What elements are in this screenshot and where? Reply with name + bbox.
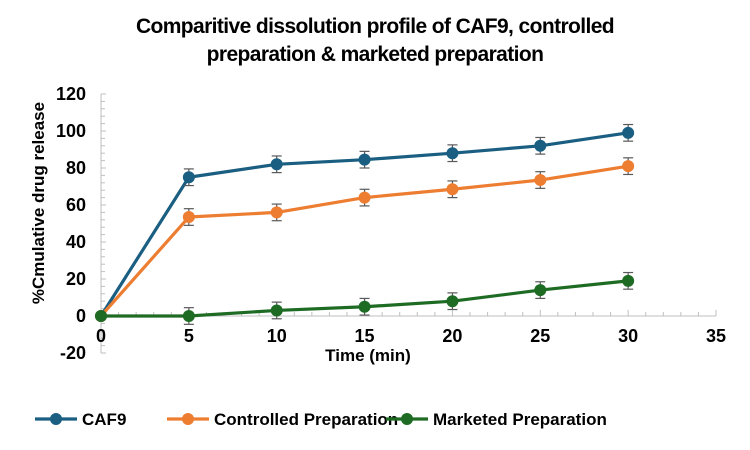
legend-point-marker <box>401 413 413 425</box>
y-axis-title: %Cmulative drug release <box>29 102 48 304</box>
chart-title: Comparitive dissolution profile of CAF9,… <box>0 13 750 69</box>
axes: -20 0 20 40 60 80 100 120 0 5 10 15 20 25 30 35 <box>56 84 726 363</box>
data-point <box>95 310 107 322</box>
y-tick-label: 0 <box>76 306 86 326</box>
legend-label: CAF9 <box>82 410 126 429</box>
y-tick-label: 80 <box>66 158 86 178</box>
x-tick-label: 5 <box>184 326 194 346</box>
y-tick-label: 100 <box>56 121 86 141</box>
data-point <box>182 211 195 224</box>
y-tick-label: 120 <box>56 84 86 104</box>
data-point <box>182 310 195 322</box>
x-tick-label: 0 <box>96 326 106 346</box>
x-tick-label: 20 <box>442 326 462 346</box>
data-point <box>534 284 547 297</box>
x-tick-label: 10 <box>267 326 287 346</box>
data-point <box>622 160 635 173</box>
data-point <box>270 158 283 171</box>
legend-item: CAF9 <box>35 410 126 429</box>
data-point <box>534 174 547 187</box>
data-point <box>622 274 635 287</box>
series-caf9 <box>95 123 635 322</box>
legend-point-marker <box>182 413 194 425</box>
chart-title-line-1: Comparitive dissolution profile of CAF9,… <box>135 15 615 38</box>
data-point <box>534 139 547 152</box>
data-point <box>446 183 459 196</box>
series-marketed-preparation <box>95 271 635 325</box>
data-point <box>446 147 459 160</box>
y-tick-label: 20 <box>66 269 86 289</box>
chart-title-line-2: preparation & marketed preparation <box>206 43 544 66</box>
data-point <box>446 295 459 308</box>
x-tick-label: 30 <box>618 326 638 346</box>
series-layer <box>95 123 635 325</box>
data-point <box>358 153 371 166</box>
x-tick-label: 35 <box>706 326 726 346</box>
data-point <box>270 304 283 317</box>
x-axis-title: Time (min) <box>325 346 411 365</box>
y-tick-label: -20 <box>60 343 86 363</box>
x-tick-label: 25 <box>530 326 550 346</box>
y-tick-label: 40 <box>66 232 86 252</box>
legend-item: Controlled Preparation <box>167 410 398 429</box>
series-controlled-preparation <box>95 157 635 322</box>
data-point <box>270 206 283 219</box>
data-point <box>358 300 371 313</box>
legend-label: Controlled Preparation <box>214 410 398 429</box>
y-tick-label: 60 <box>66 195 86 215</box>
x-tick-label: 15 <box>355 326 375 346</box>
data-point <box>182 171 195 184</box>
legend-point-marker <box>50 413 62 425</box>
legend: CAF9 Controlled Preparation Marketed Prepa… <box>35 410 607 429</box>
legend-label: Marketed Preparation <box>433 410 607 429</box>
data-point <box>622 126 635 139</box>
legend-item: Marketed Preparation <box>386 410 607 429</box>
data-point <box>358 191 371 204</box>
